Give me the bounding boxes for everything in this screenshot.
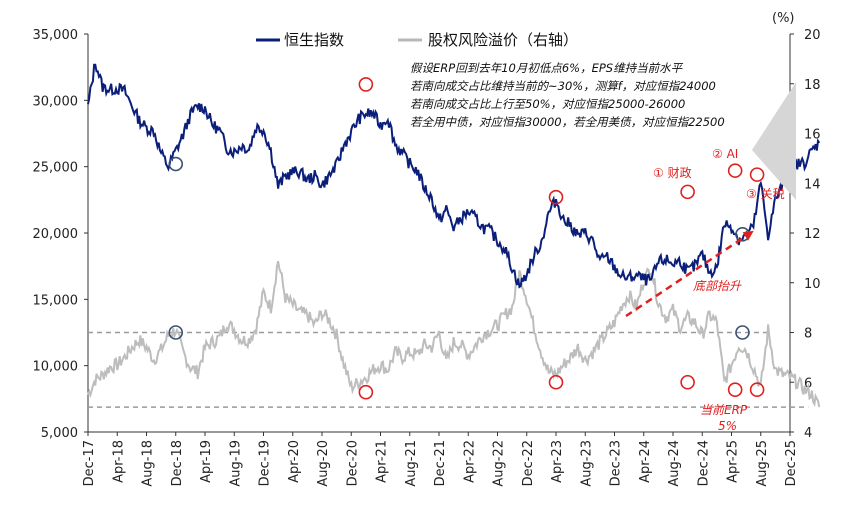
x-tick-label: Aug-24: [667, 440, 682, 487]
annotation-line-2: 若南向成交占比维持当前的~30%，测算f，对应恒指24000: [410, 79, 716, 93]
erp-low-circle: [727, 382, 743, 398]
x-tick-label: Dec-24: [696, 440, 711, 486]
hsi-peak-circle: [680, 184, 695, 200]
x-tick-label: Dec-17: [82, 440, 97, 486]
x-tick-label: Apr-20: [287, 440, 302, 483]
left-tick-label: 5,000: [41, 426, 78, 441]
right-tick-label: 16: [804, 128, 821, 143]
event-label-fiscal: ① 财政: [653, 166, 692, 180]
x-tick-label: Dec-19: [258, 440, 273, 486]
event-label-ai: ② AI: [712, 147, 738, 161]
hsi-series-line: [87, 63, 821, 289]
x-tick-label: Aug-25: [755, 440, 770, 487]
erp-low-circle: [548, 374, 564, 390]
right-tick-label: 4: [804, 426, 812, 441]
x-tick-label: Aug-23: [579, 440, 594, 487]
right-tick-label: 12: [804, 227, 821, 242]
annotation-line-4: 若全用中债，对应恒指30000，若全用美债，对应恒指22500: [410, 115, 725, 129]
right-tick-label: 8: [804, 327, 812, 342]
range-fan: [752, 82, 796, 200]
hsi-peak-circle: [358, 77, 374, 92]
event-label-tariff: ③ 关税: [746, 187, 785, 201]
x-tick-label: Aug-19: [228, 440, 243, 487]
x-tick-label: Dec-20: [345, 440, 360, 486]
annotation-line-1: 假设ERP回到去年10月初低点6%，EPS维持当前水平: [410, 61, 684, 75]
erp-high-circle: [168, 325, 184, 340]
left-tick-label: 20,000: [33, 227, 79, 242]
right-tick-label: 18: [804, 78, 821, 93]
left-tick-label: 35,000: [33, 28, 79, 43]
hsi-low-circle: [168, 156, 184, 172]
right-tick-label: 10: [804, 277, 821, 292]
x-tick-label: Dec-18: [170, 440, 185, 486]
x-tick-label: Dec-21: [433, 440, 448, 486]
x-tick-label: Apr-22: [462, 440, 477, 483]
bottom-rising-label: 底部抬升: [693, 279, 742, 293]
legend-erp-label: 股权风险溢价（右轴）: [428, 31, 578, 49]
right-tick-label: 14: [804, 177, 821, 192]
erp-low-circle: [680, 374, 695, 390]
x-tick-label: Aug-20: [316, 440, 331, 487]
erp-low-circle: [749, 382, 765, 398]
current-erp-value: 5%: [718, 419, 737, 433]
x-tick-label: Apr-23: [550, 440, 565, 483]
left-tick-label: 10,000: [33, 360, 79, 375]
right-axis-unit: (%): [772, 11, 795, 26]
left-tick-label: 30,000: [33, 94, 79, 109]
left-tick-label: 15,000: [33, 293, 79, 308]
annotation-line-3: 若南向成交占比上行至50%，对应恒指25000-26000: [410, 97, 685, 111]
right-tick-label: 20: [804, 28, 821, 43]
right-tick-label: 6: [804, 376, 812, 391]
x-tick-label: Dec-23: [609, 440, 624, 486]
erp-high-circle: [735, 325, 750, 340]
x-tick-label: Apr-21: [375, 440, 390, 483]
x-tick-label: Aug-21: [404, 440, 419, 487]
bottom-rising-arrow: [625, 230, 754, 318]
hsi-peak-circle: [727, 163, 743, 178]
hsi-peak-circle: [749, 167, 765, 182]
current-erp-label: 当前ERP: [700, 403, 748, 417]
hsi-peak-circle: [548, 189, 564, 205]
x-tick-label: Aug-18: [141, 440, 156, 487]
x-tick-label: Aug-22: [492, 440, 507, 487]
x-tick-label: Apr-25: [726, 440, 741, 483]
x-tick-label: Apr-24: [638, 440, 653, 483]
x-tick-label: Apr-18: [111, 440, 126, 483]
legend-hsi-label: 恒生指数: [284, 31, 344, 49]
x-tick-label: Apr-19: [199, 440, 214, 483]
left-tick-label: 25,000: [33, 161, 79, 176]
x-tick-label: Dec-22: [521, 440, 536, 486]
x-tick-label: Dec-25: [784, 440, 799, 486]
erp-series-line: [87, 260, 821, 408]
erp-low-circle: [358, 384, 374, 400]
